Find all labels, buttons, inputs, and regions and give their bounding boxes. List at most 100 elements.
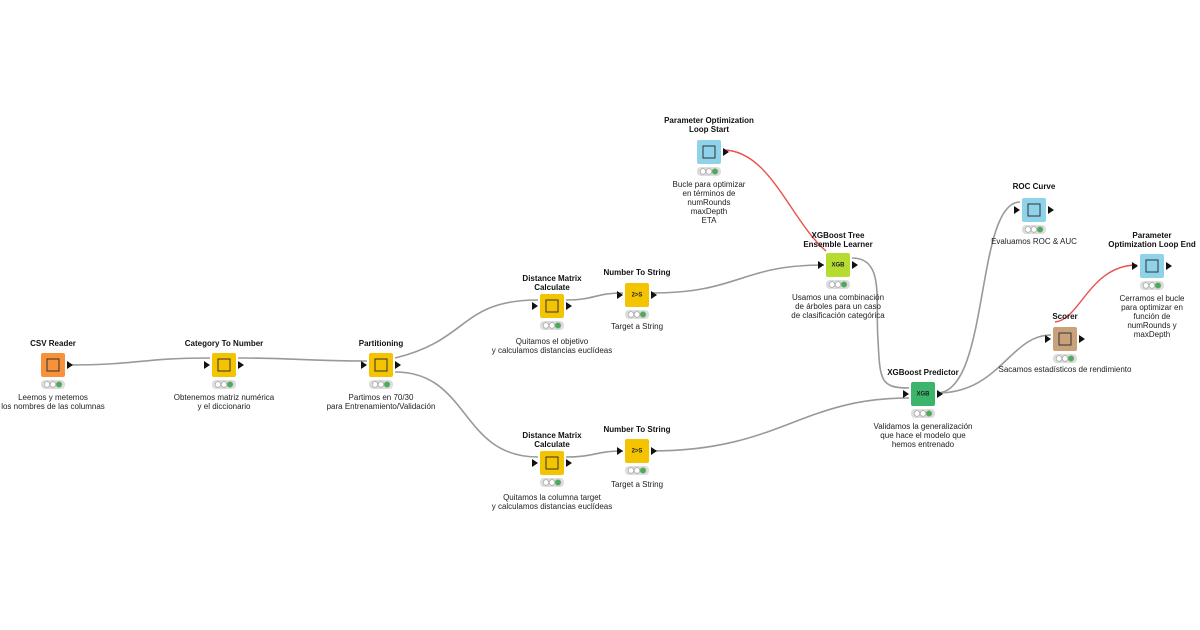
- status-light: [711, 168, 719, 175]
- icon-label: 2>S: [632, 449, 643, 455]
- input-port: [532, 459, 538, 467]
- icon-glyph: [545, 299, 559, 313]
- node-icon[interactable]: [1022, 198, 1046, 222]
- node-icon[interactable]: [1053, 327, 1077, 351]
- node-title: Distance Matrix: [522, 274, 582, 283]
- node-annotation: de árboles para un caso: [795, 302, 881, 311]
- node-icon[interactable]: [697, 140, 721, 164]
- node-icon[interactable]: [911, 382, 935, 406]
- status-light: [214, 381, 222, 388]
- node-annotation: Target a String: [611, 322, 663, 331]
- output-port: [937, 390, 943, 398]
- node-annotation: y el diccionario: [198, 402, 251, 411]
- node-icon[interactable]: [625, 439, 649, 463]
- connection: [650, 264, 825, 294]
- connection: [66, 357, 211, 366]
- status-light: [705, 168, 713, 175]
- icon-glyph: [702, 145, 716, 159]
- node[interactable]: Number To String 2>S Target a String: [604, 268, 671, 331]
- connection: [565, 292, 624, 301]
- node-title: ROC Curve: [1013, 182, 1056, 191]
- status-light: [919, 410, 927, 417]
- node-annotation: maxDepth: [691, 207, 727, 216]
- node-annotation: Validamos la generalización: [873, 422, 972, 431]
- status-light: [627, 311, 635, 318]
- node-annotation: ETA: [702, 216, 718, 225]
- node-title: Loop Start: [689, 125, 729, 134]
- output-port: [238, 361, 244, 369]
- node-annotation: maxDepth: [1134, 330, 1170, 339]
- node-annotation: Usamos una combinación: [792, 293, 884, 302]
- status-light: [371, 381, 379, 388]
- status-light: [699, 168, 707, 175]
- status-light: [633, 311, 641, 318]
- status-light: [1036, 226, 1044, 233]
- status-light: [43, 381, 51, 388]
- node-icon[interactable]: [625, 283, 649, 307]
- node-annotation: de clasificación categórica: [791, 311, 885, 320]
- status-light: [383, 381, 391, 388]
- node-annotation: Quitamos la columna target: [503, 493, 602, 502]
- input-port: [361, 361, 367, 369]
- status-light: [1061, 355, 1069, 362]
- status-light: [633, 467, 641, 474]
- node-title: Ensemble Learner: [803, 240, 872, 249]
- output-port: [651, 291, 657, 299]
- output-port: [651, 447, 657, 455]
- connection: [565, 450, 624, 458]
- node[interactable]: Number To String 2>S Target a String: [604, 425, 671, 489]
- node-title: Scorer: [1052, 312, 1077, 321]
- node-annotation: para optimizar en: [1121, 303, 1183, 312]
- input-port: [1045, 335, 1051, 343]
- node-annotation: numRounds: [687, 198, 730, 207]
- icon-glyph: [1027, 203, 1041, 217]
- status-light: [377, 381, 385, 388]
- icon-glyph: [1145, 259, 1159, 273]
- node-icon[interactable]: [540, 294, 564, 318]
- node[interactable]: Scorer Sacamos estadísticos de rendimient…: [999, 312, 1133, 374]
- node-title: Category To Number: [185, 339, 264, 348]
- output-port: [1079, 335, 1085, 343]
- input-port: [617, 291, 623, 299]
- icon-glyph: [1058, 332, 1072, 346]
- node-annotation: que hace el modelo que: [880, 431, 966, 440]
- node-title: Optimization Loop End: [1108, 240, 1196, 249]
- output-port: [1166, 262, 1172, 270]
- output-port: [395, 361, 401, 369]
- node-icon[interactable]: [1140, 254, 1164, 278]
- node-title: CSV Reader: [30, 339, 76, 348]
- input-port: [818, 261, 824, 269]
- node-annotation: hemos entrenado: [892, 440, 955, 449]
- node[interactable]: Category To Number Obtenemos matriz numér…: [174, 339, 275, 411]
- icon-glyph: [217, 358, 231, 372]
- status-light: [639, 467, 647, 474]
- node-title: Number To String: [604, 425, 671, 434]
- node-title: Distance Matrix: [522, 431, 582, 440]
- status-light: [925, 410, 933, 417]
- status-light: [220, 381, 228, 388]
- status-light: [1148, 282, 1156, 289]
- status-light: [548, 479, 556, 486]
- node-annotation: en términos de: [683, 189, 736, 198]
- output-port: [1048, 206, 1054, 214]
- connection: [394, 299, 539, 359]
- node-icon[interactable]: [540, 451, 564, 475]
- node-annotation: Leemos y metemos: [18, 393, 88, 402]
- connection: [936, 334, 1052, 394]
- status-light: [554, 479, 562, 486]
- node-icon[interactable]: [826, 253, 850, 277]
- node-icon[interactable]: [369, 353, 393, 377]
- node[interactable]: XGBoost Predictor XGB Validamos la general…: [873, 368, 972, 449]
- node[interactable]: ROC Curve Evaluamos ROC & AUC: [991, 182, 1077, 246]
- node-icon[interactable]: [41, 353, 65, 377]
- node-annotation: y calculamos distancias euclídeas: [492, 502, 613, 511]
- node-icon[interactable]: [212, 353, 236, 377]
